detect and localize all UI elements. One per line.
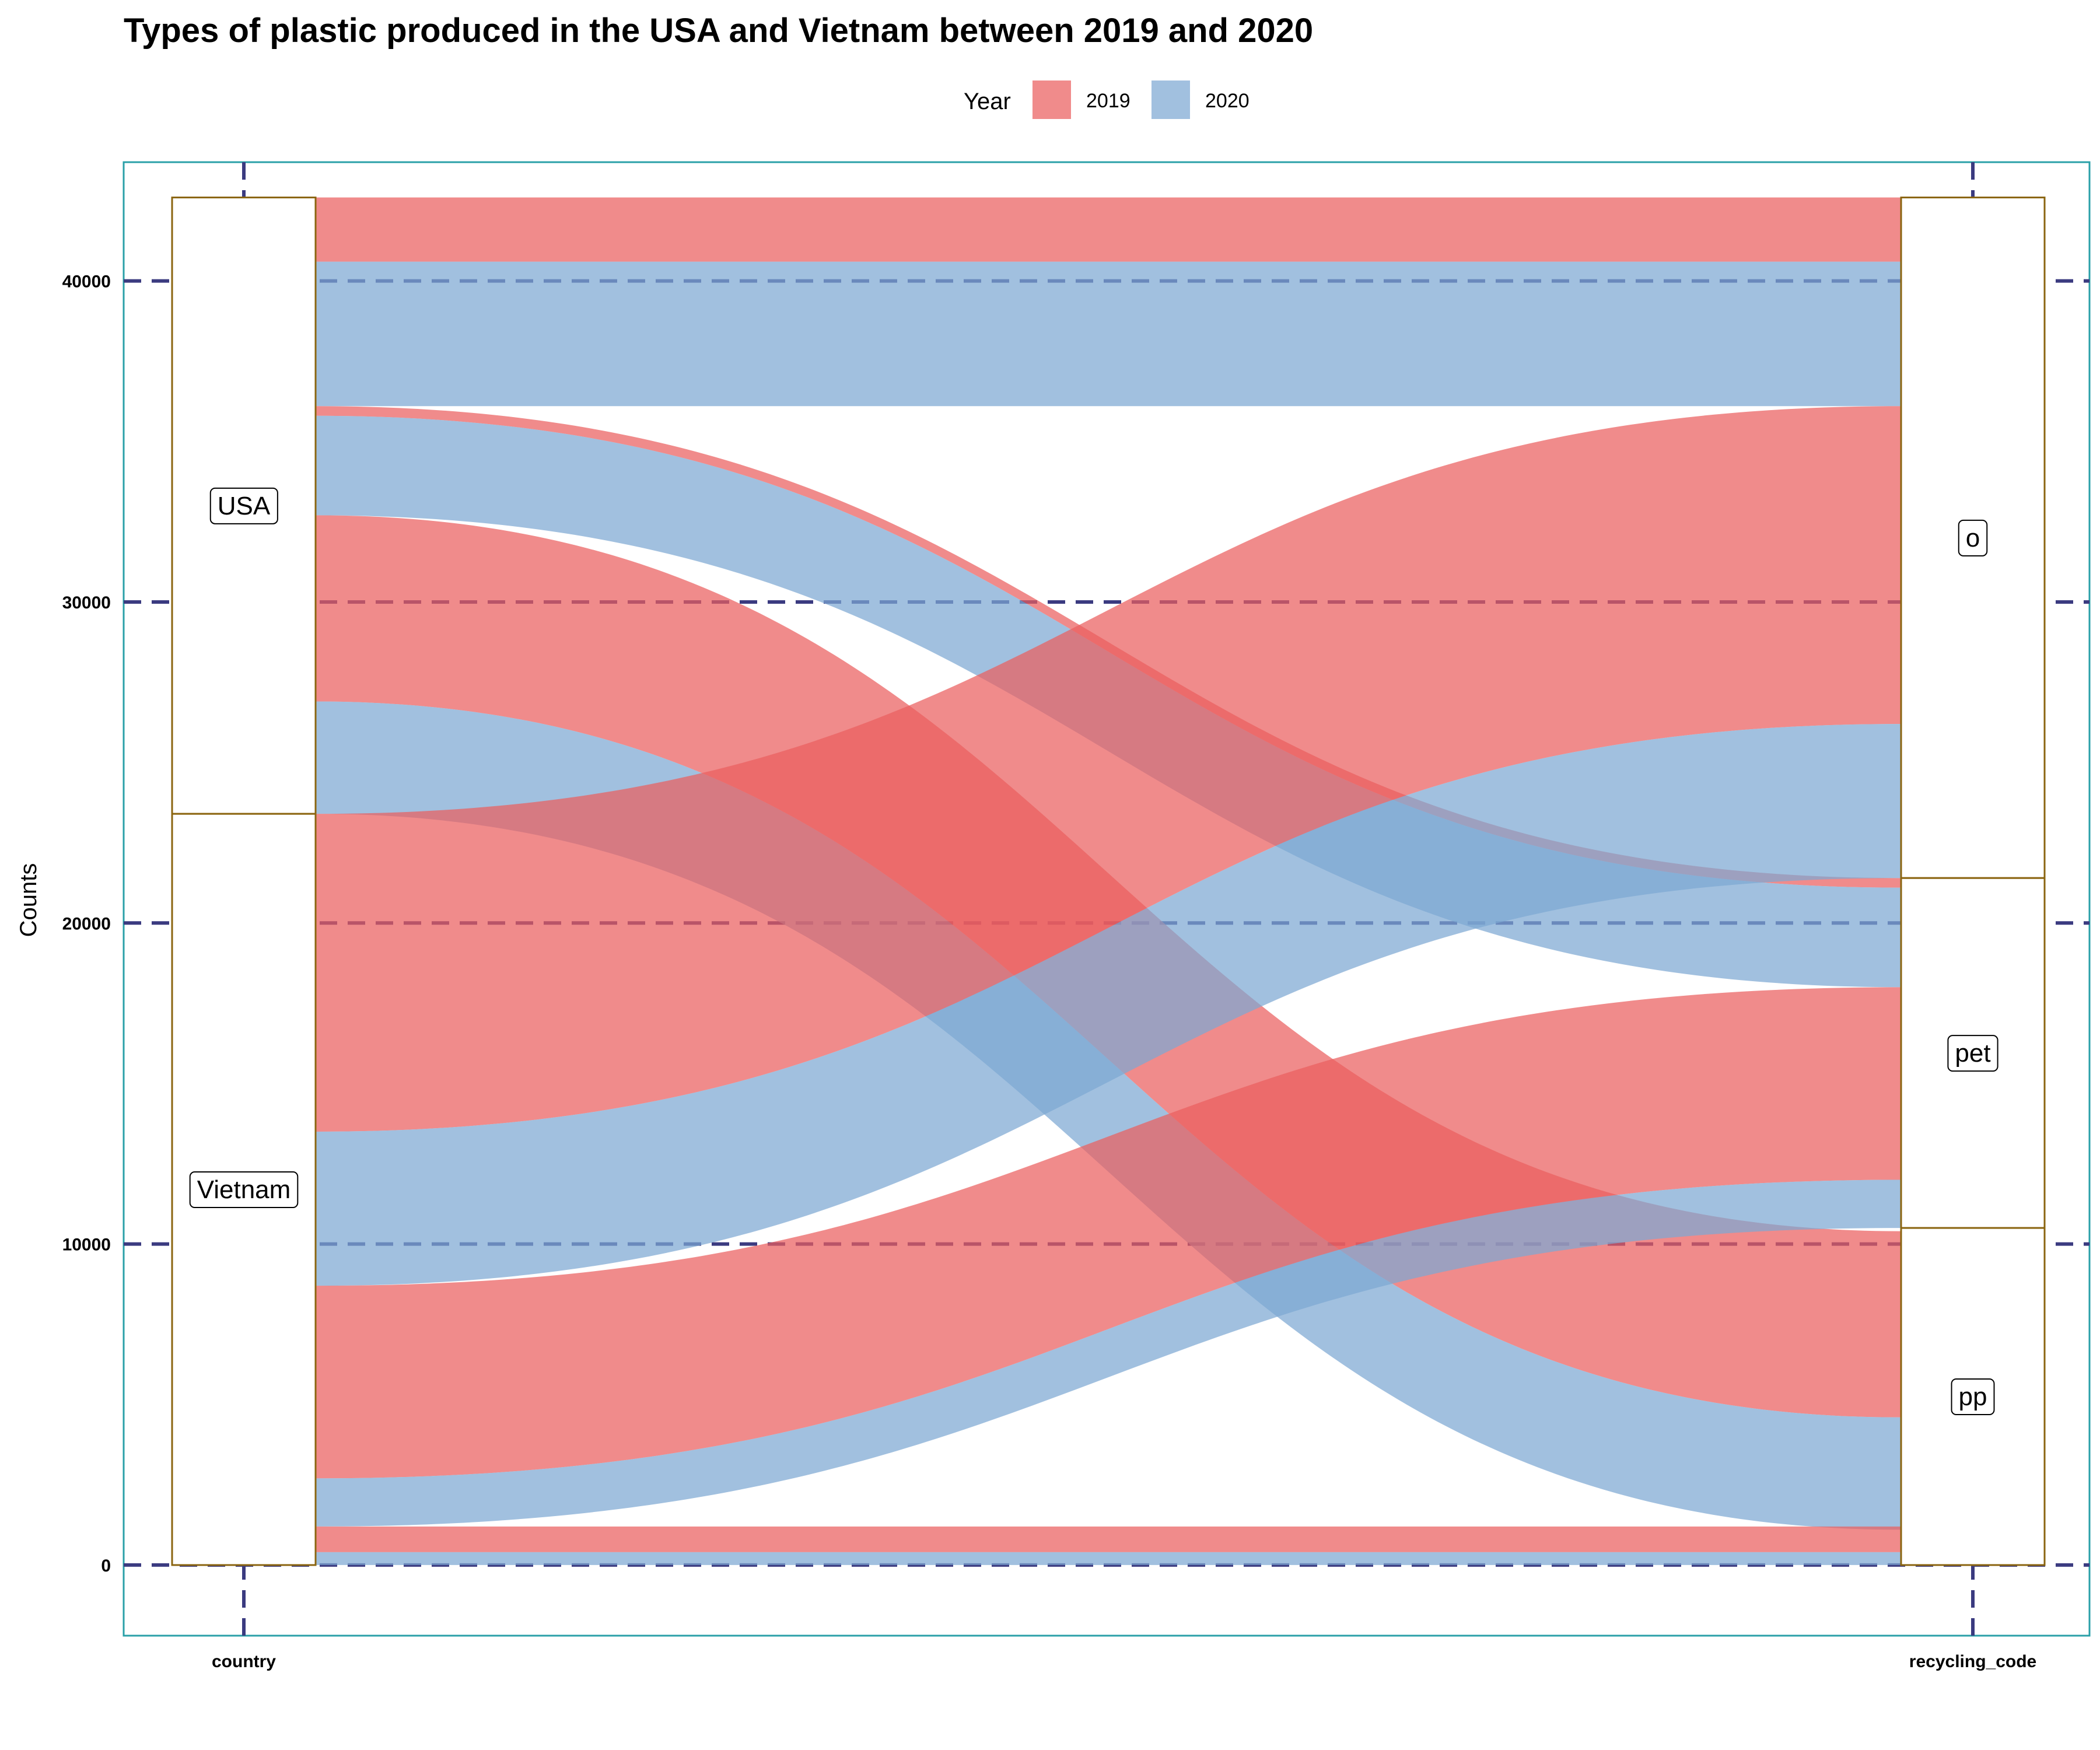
panel-border	[123, 161, 2091, 1637]
y-tick-label: 10000	[62, 1236, 111, 1255]
stratum-label-text: pp	[1959, 1382, 1987, 1411]
stratum-label-box	[1947, 1035, 1999, 1072]
flow-vietnam-pet-2020	[316, 1180, 1901, 1527]
stratum-label-o: o	[1958, 519, 1988, 556]
plot-panel: USA Vietnam o pet pp 0 10000 20000 30000 40000 cou…	[62, 161, 2091, 1671]
y-axis-title: Counts	[16, 863, 41, 937]
x-axis-label-country: country	[212, 1652, 276, 1671]
legend-key-2020	[1152, 80, 1190, 119]
stratum-label-box	[1951, 1378, 1995, 1416]
y-tick-label: 0	[101, 1556, 111, 1576]
x-axis-label-recycling_code: recycling_code	[1909, 1652, 2036, 1671]
stratum-label-box	[189, 1171, 299, 1209]
flow-vietnam-pp-2019	[316, 1526, 1901, 1552]
stratum-label-pet: pet	[1947, 1035, 1999, 1072]
stratum-label-text: USA	[218, 492, 271, 520]
legend-label-2020: 2020	[1205, 90, 1250, 112]
legend-label-2019: 2019	[1086, 90, 1130, 112]
flow-vietnam-pet-2019	[316, 987, 1901, 1479]
legend-title: Year	[964, 89, 1011, 114]
legend: Year 2019 2020	[964, 80, 1250, 119]
flow-vietnam-o-2019	[316, 406, 1901, 1132]
y-tick-label: 30000	[62, 593, 111, 612]
chart-title: Types of plastic produced in the USA and…	[124, 12, 1313, 50]
stratum-label-text: Vietnam	[197, 1175, 291, 1204]
stratum-label-box	[209, 487, 278, 524]
flow-usa-o-2019	[316, 197, 1901, 262]
legend-key-2019	[1032, 80, 1071, 119]
flow-usa-o-2020	[316, 261, 1901, 407]
y-tick-label: 20000	[62, 914, 111, 933]
flow-usa-pp-2020	[316, 701, 1901, 1530]
y-tick-label: 40000	[62, 272, 111, 292]
stratum-label-box	[1958, 519, 1988, 556]
flow-vietnam-pp-2020	[316, 1552, 1901, 1565]
stratum-label-vietnam: Vietnam	[189, 1171, 299, 1209]
flow-vietnam-o-2020	[316, 724, 1901, 1286]
stratum-label-text: pet	[1955, 1039, 1990, 1068]
stratum-label-usa: USA	[209, 487, 278, 524]
stratum-label-text: o	[1966, 524, 1980, 552]
stratum-label-pp: pp	[1951, 1378, 1995, 1416]
